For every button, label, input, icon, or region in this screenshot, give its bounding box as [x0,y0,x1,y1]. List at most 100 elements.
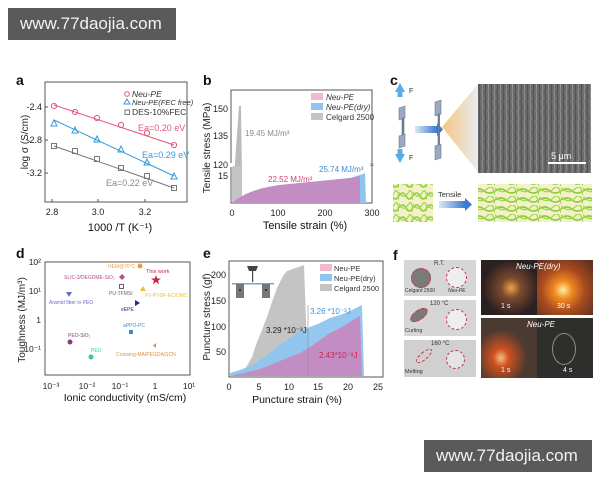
svg-text:15: 15 [313,382,323,392]
svg-text:Celgard 2500: Celgard 2500 [334,284,379,293]
chart-a-legend: Neu-PE Neu-PE(FEC free) DES-10%FEC [123,89,194,117]
chart-e-xticks: 0 5 10 15 20 25 [226,382,383,392]
svg-text:Ea=0.22 eV: Ea=0.22 eV [106,178,153,188]
svg-text:F: F [409,88,413,95]
svg-text:3.2: 3.2 [139,207,152,217]
svg-text:2.8: 2.8 [46,207,59,217]
panel-d-letter: d [16,245,25,261]
svg-text:PEO-SiO₂: PEO-SiO₂ [68,333,91,339]
svg-text:Neu-PE(FEC free): Neu-PE(FEC free) [132,98,194,107]
sem-image [478,84,591,173]
svg-text:Toughness (MJ/m³): Toughness (MJ/m³) [17,277,28,363]
svg-text:200: 200 [317,208,332,218]
svg-text:Celgard 2500: Celgard 2500 [326,113,375,122]
svg-text:3.29 *10⁻³J: 3.29 *10⁻³J [266,326,307,335]
chart-a-yticks: -2.4 -2.8 -3.2 [26,102,42,178]
panel-f-letter: f [393,247,398,263]
svg-text:200: 200 [211,270,226,280]
chart-b-xticks: 0 100 200 300 [229,208,379,218]
svg-text:100: 100 [211,322,226,332]
svg-text:Neu-PE(dry): Neu-PE(dry) [326,103,371,112]
svg-text:3.26 *10⁻³J: 3.26 *10⁻³J [310,307,351,316]
chart-d-xlabel: Ionic conductivity (mS/cm) [63,392,187,404]
panel-b-letter: b [203,72,212,88]
svg-text:eEPE: eEPE [121,307,134,313]
svg-text:10: 10 [284,382,294,392]
svg-text:20: 20 [343,382,353,392]
svg-text:10⁻²: 10⁻² [79,381,96,391]
svg-text:150: 150 [213,104,228,114]
svg-text:Ea=0.20 eV: Ea=0.20 eV [138,123,185,133]
svg-text:0: 0 [229,208,234,218]
panel-f-thermal-photos: R.T. Celgard 2500 Neu-PE 120 °C Curling … [404,260,476,378]
svg-text:Aramid fiber in PEO: Aramid fiber in PEO [49,300,93,306]
panel-c-illustration: F F 5 μm Tensile [393,83,592,222]
watermark-bottom: www.77daojia.com [424,440,592,472]
svg-text:19.45 MJ/m³: 19.45 MJ/m³ [245,129,290,138]
svg-text:300: 300 [364,208,379,218]
chart-a-xlabel: 1000 /T (K⁻¹) [87,222,153,234]
mesh-after-image [478,184,592,222]
chart-d: 10² 10¹ 1 10⁻¹ 10⁻³ 10⁻² 10⁻¹ 1 10¹ Toug… [17,257,196,391]
svg-text:0: 0 [226,382,231,392]
svg-text:Puncture stress (gf): Puncture stress (gf) [202,273,213,360]
svg-text:Neu-PE(dry): Neu-PE(dry) [334,274,376,283]
chart-d-yticks: 10² 10¹ 1 10⁻¹ [24,257,41,354]
chart-b: ≈ 150 135 120 15 0 100 200 300 Tensile s… [202,89,380,218]
svg-text:This work: This work [146,269,170,275]
chart-a-ylabel: log σ (S/cm) [20,115,31,170]
svg-text:DES-10%FEC: DES-10%FEC [132,107,186,117]
chart-d-xticks: 10⁻³ 10⁻² 10⁻¹ 1 10¹ [43,381,196,391]
svg-text:PU-TFMSI: PU-TFMSI [109,291,133,297]
svg-text:PI/-PVDF-EC/DMC: PI/-PVDF-EC/DMC [145,293,188,299]
chart-e-yticks: 200 150 100 50 [211,270,226,357]
svg-text:-2.4: -2.4 [26,102,42,112]
svg-text:Tensile stress (MPa): Tensile stress (MPa) [202,103,213,194]
svg-text:10²: 10² [29,257,41,267]
chart-b-legend: Neu-PE Neu-PE(dry) Celgard 2500 [311,93,375,122]
chart-a: -2.4 -2.8 -3.2 2.8 3.0 3.2 log σ (S/cm) … [20,81,194,217]
svg-text:25: 25 [373,382,383,392]
svg-text:10¹: 10¹ [183,381,195,391]
svg-text:10¹: 10¹ [29,286,41,296]
svg-text:-2.8: -2.8 [26,135,42,145]
svg-text:135: 135 [213,131,228,141]
svg-text:3.0: 3.0 [92,207,105,217]
mesh-before-image [393,184,433,222]
svg-text:F: F [409,155,413,162]
svg-text:5: 5 [256,382,261,392]
force-up-arrow-icon [395,83,405,92]
svg-text:1: 1 [36,315,41,325]
svg-text:50: 50 [216,347,226,357]
svg-text:aPPO-PC: aPPO-PC [123,323,145,329]
svg-text:1: 1 [153,381,158,391]
svg-text:Neu-PE: Neu-PE [132,89,162,99]
chart-b-xlabel: Tensile strain (%) [262,220,348,232]
specimen-before-icon [398,105,406,149]
svg-text:Neu-PE: Neu-PE [326,93,355,102]
svg-text:100: 100 [270,208,285,218]
svg-text:PEO: PEO [91,348,102,354]
svg-text:SLIC-3/DEGDME-SiO₂: SLIC-3/DEGDME-SiO₂ [64,275,115,281]
svg-text:120: 120 [213,160,228,170]
svg-text:5 μm: 5 μm [551,151,571,161]
panel-a-letter: a [16,72,24,88]
panel-f-flame-wet: Neu-PE 1 s 4 s [481,318,593,378]
chart-b-yticks: 150 135 120 15 [213,104,228,181]
svg-text:150: 150 [211,296,226,306]
puncture-fixture-icon [232,266,274,298]
svg-text:15: 15 [218,171,228,181]
photo-160c: 160 °C Melting [404,340,476,377]
svg-text:≈: ≈ [370,162,374,169]
watermark-top: www.77daojia.com [8,8,176,40]
photo-rt: R.T. Celgard 2500 Neu-PE [404,260,476,296]
svg-text:10⁻¹: 10⁻¹ [24,344,41,354]
chart-a-xticks: 2.8 3.0 3.2 [46,207,152,217]
svg-text:2.43*10⁻³J: 2.43*10⁻³J [319,351,357,360]
svg-text:25.74 MJ/m³: 25.74 MJ/m³ [319,165,364,174]
chart-e-legend: Neu-PE Neu-PE(dry) Celgard 2500 [320,264,379,293]
chart-e-xlabel: Puncture strain (%) [252,394,342,406]
svg-text:Tensile: Tensile [438,190,461,199]
photo-120c: 120 °C Curling [404,300,476,336]
specimen-stretched-icon [434,99,442,161]
